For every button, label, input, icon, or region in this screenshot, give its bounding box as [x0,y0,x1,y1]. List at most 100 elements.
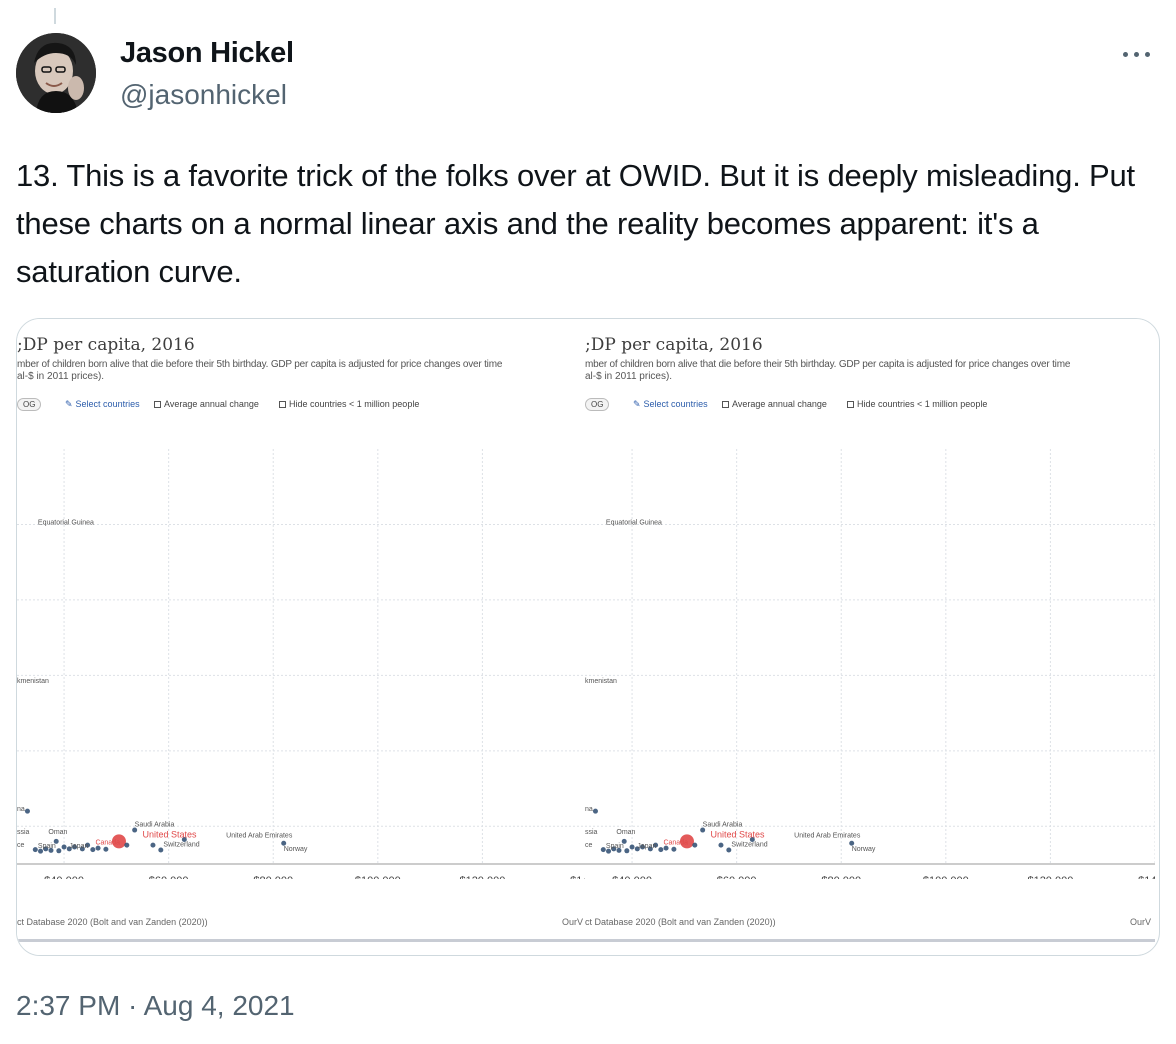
owid-mark: OurV [561,917,583,927]
data-point [103,846,109,852]
data-point [671,846,677,852]
thread-connector-line [54,8,56,24]
chart-source: ct Database 2020 (Bolt and van Zanden (2… [585,917,776,927]
average-change-checkbox[interactable]: Average annual change [722,399,827,409]
data-point [658,847,664,853]
data-label: Saudi Arabia [703,821,743,828]
data-point [56,848,62,854]
x-tick-label: $100,000 [355,875,401,879]
checkbox-icon [279,401,286,408]
chart-subtitle-line2: al-$ in 2011 prices). [585,371,673,382]
pencil-icon: ✎ [633,399,641,409]
data-point [616,847,622,853]
chart-subtitle-line1: mber of children born alive that die bef… [17,359,503,370]
data-point [95,845,101,851]
data-point [150,842,156,848]
scatter-plot: $40,000 $60,000 $80,000 $100,000 $120,000 $14… [17,449,587,879]
data-label: Switzerland [731,842,767,849]
data-label: ce [585,842,593,849]
data-point [124,842,130,848]
x-tick-label: $60,000 [717,875,757,879]
owid-mark: OurV [1129,917,1151,927]
x-tick-label: $80,000 [821,875,861,879]
avatar-photo [16,33,96,113]
chart-subtitle-line1: mber of children born alive that die bef… [585,359,1071,370]
data-point [600,847,606,853]
data-label: Japan [637,843,656,850]
data-label: United Arab Emirates [226,833,293,840]
data-label: Saudi Arabia [135,821,175,828]
data-point [132,827,138,833]
data-label: Norway [852,846,876,853]
data-label: Oman [616,829,635,836]
data-label: Oman [48,829,67,836]
data-label: Equatorial Guinea [606,519,662,526]
x-tick-label: $80,000 [253,875,293,879]
scatter-plot: $40,000 $60,000 $80,000 $100,000 $120,000 $14… [585,449,1155,879]
data-point [749,836,755,842]
data-label: kmenistan [17,678,49,685]
timeline-bar [585,939,1155,942]
data-label: na [585,806,593,813]
data-point [726,847,732,853]
more-horizontal-icon[interactable] [1116,39,1156,69]
data-label: Canada [95,839,120,846]
log-toggle[interactable]: OG [17,398,42,411]
tweet-timestamp[interactable]: 2:37 PM · Aug 4, 2021 [16,990,295,1021]
timeline-bar [17,939,587,942]
data-label: kmenistan [585,678,617,685]
data-point [629,844,635,850]
data-label: United Arab Emirates [794,833,861,840]
data-point-highlight [679,834,694,849]
data-point [653,842,659,848]
data-point [663,845,669,851]
data-point [647,846,653,852]
data-point [640,844,646,850]
data-label: Norway [284,846,308,853]
chart-subtitle-line2: al-$ in 2011 prices). [17,371,105,382]
author-name[interactable]: Jason Hickel [120,37,294,69]
hide-small-checkbox[interactable]: Hide countries < 1 million people [279,399,419,409]
avatar[interactable] [16,33,96,113]
data-point [38,848,44,854]
data-point [43,846,49,852]
data-label: ssia [585,829,598,836]
data-label: Spain [606,843,624,850]
tweet-media[interactable]: ;DP per capita, 2016 mber of children bo… [16,318,1160,956]
data-label: ce [17,842,25,849]
data-label: na [17,806,25,813]
select-countries-link[interactable]: ✎ Select countries [65,399,140,409]
select-countries-link[interactable]: ✎ Select countries [633,399,708,409]
checkbox-icon [847,401,854,408]
data-point [72,844,78,850]
checkbox-icon [722,401,729,408]
data-point [849,840,855,846]
tweet-text: 13. This is a favorite trick of the folk… [16,158,1135,289]
data-point [158,847,164,853]
data-point [700,827,706,833]
x-tick-label: $40,000 [612,875,652,879]
data-point [90,847,96,853]
chart-panel-right: ;DP per capita, 2016 mber of children bo… [585,319,1155,955]
x-tick-label: $140,0 [1138,875,1155,879]
chart-controls: OG ✎ Select countries Average annual chan… [585,398,1155,414]
data-point [611,846,617,852]
chart-title: ;DP per capita, 2016 [585,335,763,355]
data-label: United States [143,830,198,840]
average-change-checkbox[interactable]: Average annual change [154,399,259,409]
data-label: Spain [38,843,56,850]
log-toggle[interactable]: OG [585,398,610,411]
data-point [606,848,612,854]
author-handle[interactable]: @jasonhickel [120,79,287,110]
hide-small-checkbox[interactable]: Hide countries < 1 million people [847,399,987,409]
chart-title: ;DP per capita, 2016 [17,335,195,355]
x-tick-label: $100,000 [923,875,969,879]
data-point [32,847,38,853]
data-label: Switzerland [163,842,199,849]
data-label: Canada [663,839,688,846]
checkbox-icon [154,401,161,408]
data-point [592,808,598,814]
x-tick-label: $140,0 [570,875,587,879]
x-tick-label: $120,000 [459,875,505,879]
data-label: ssia [17,829,30,836]
